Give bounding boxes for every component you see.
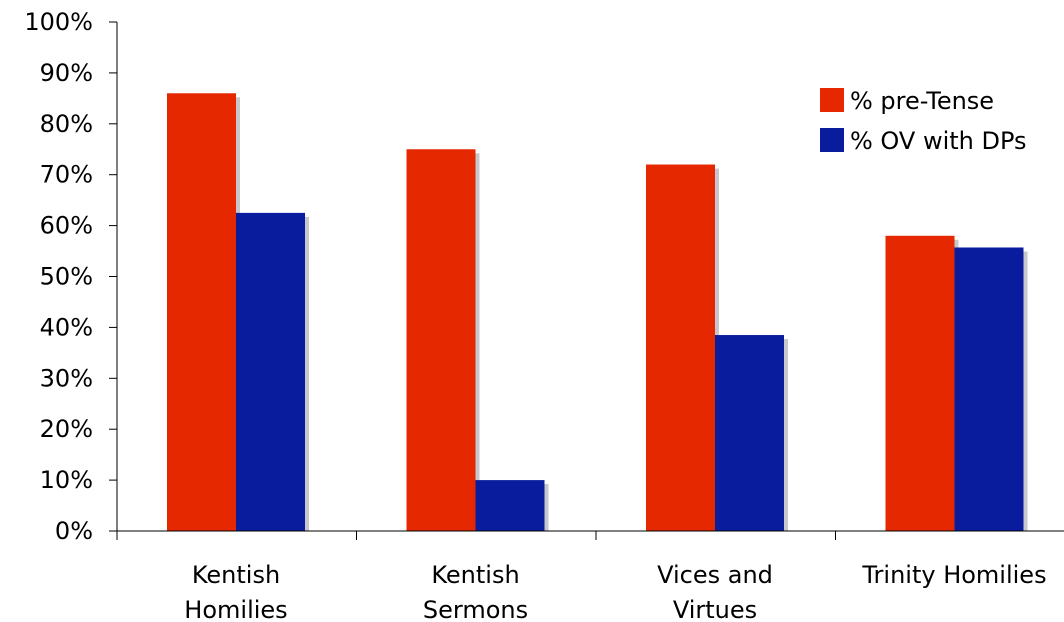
y-tick-label: 90%: [40, 59, 93, 87]
y-tick-label: 40%: [40, 313, 93, 341]
y-tick-label: 100%: [24, 8, 93, 36]
legend: % pre-Tense % OV with DPs: [820, 87, 1027, 155]
y-tick-label: 50%: [40, 263, 93, 291]
y-tick-label: 60%: [40, 212, 93, 240]
bar-ov-with-dps-0: [236, 212, 305, 531]
bar-pre-tense-1: [406, 149, 476, 531]
x-category-label: Virtues: [673, 596, 757, 622]
legend-label-pre-tense: % pre-Tense: [850, 87, 994, 115]
y-tick-label: 20%: [40, 415, 93, 443]
bar-ov-with-dps-1: [475, 480, 545, 531]
bars-group: [167, 93, 1028, 531]
y-tick-label: 30%: [40, 364, 93, 392]
bar-pre-tense-0: [167, 93, 236, 531]
bar-ov-with-dps-3: [954, 247, 1024, 531]
legend-swatch-pre-tense: [820, 88, 844, 112]
x-category-label: Trinity Homilies: [861, 561, 1046, 589]
legend-label-ov-with-dps: % OV with DPs: [850, 127, 1027, 155]
axes-group: 0% 10% 20% 30% 40% 50% 60% 70% 80% 90% 100% Kentish…: [24, 8, 1064, 622]
x-category-label: Vices and: [657, 561, 773, 589]
bar-pre-tense-3: [885, 235, 955, 531]
x-category-label: Kentish: [192, 561, 280, 589]
bar-pre-tense-2: [646, 164, 715, 531]
bar-ov-with-dps-2: [715, 335, 784, 531]
x-category-label: Kentish: [431, 561, 519, 589]
y-tick-label: 0%: [55, 517, 93, 545]
x-category-label: Sermons: [423, 596, 528, 622]
y-tick-label: 80%: [40, 110, 93, 138]
x-category-label: Homilies: [184, 596, 287, 622]
legend-swatch-ov-with-dps: [820, 128, 844, 152]
y-tick-label: 70%: [40, 161, 93, 189]
y-tick-label: 10%: [40, 466, 93, 494]
